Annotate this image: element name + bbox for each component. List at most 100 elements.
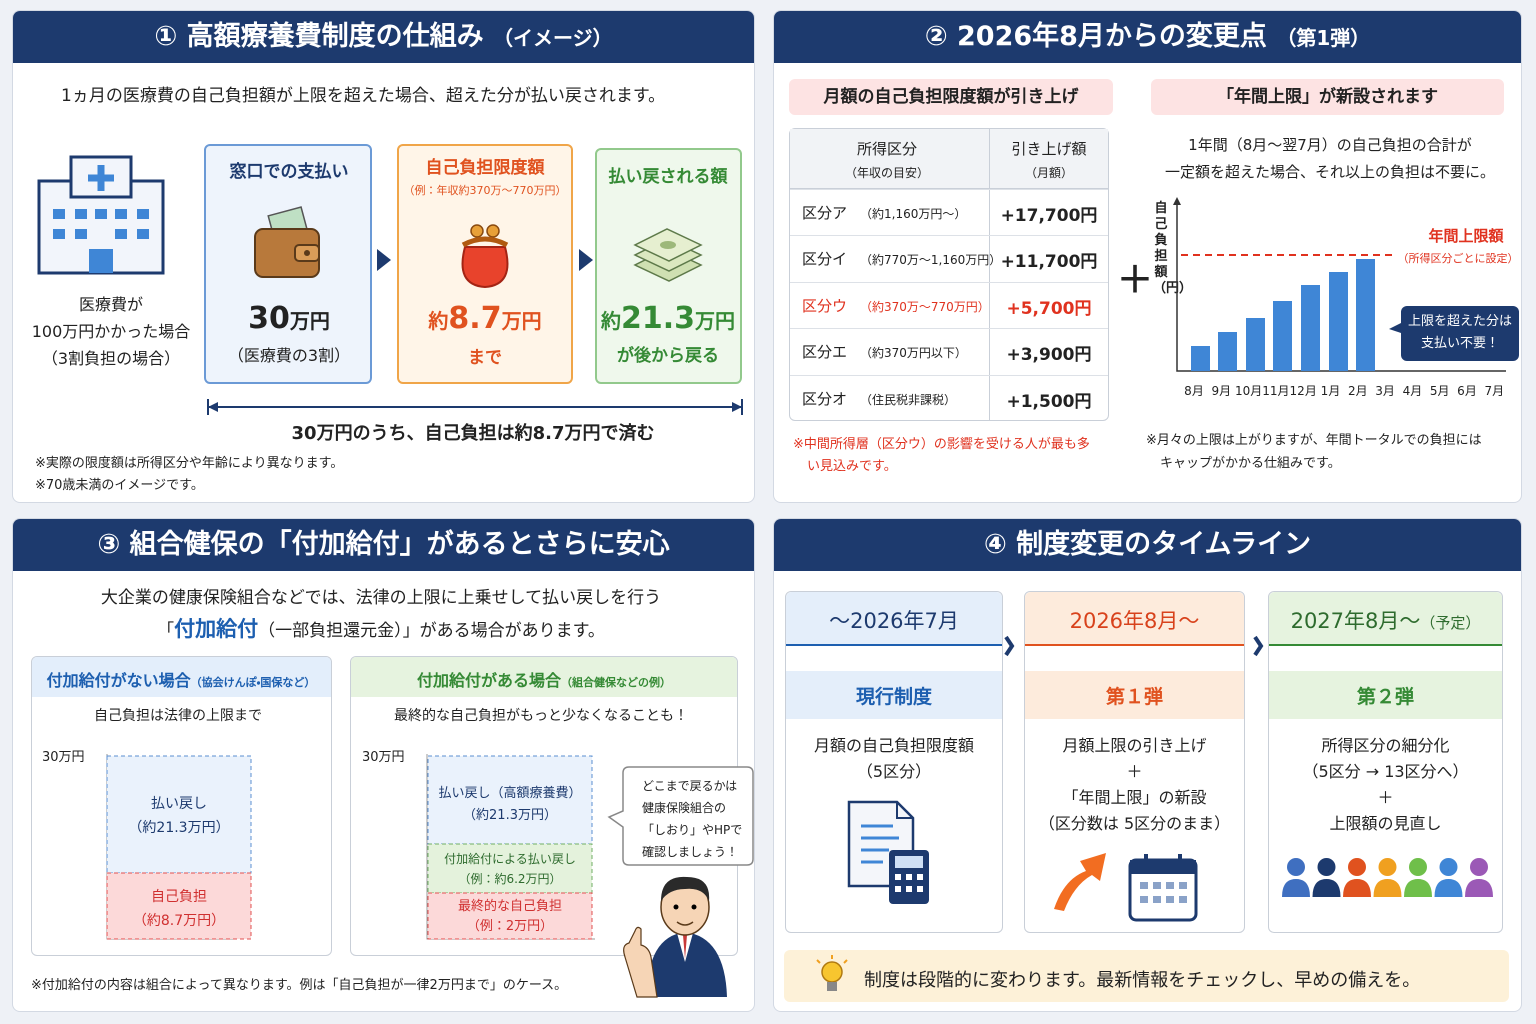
lead: 「付加給付（一部負担還元金）」がある場合があります。 [157, 613, 605, 643]
callout-text: 上限を超えた分は 支払い不要！ [1408, 311, 1512, 355]
period-band [786, 592, 1002, 646]
icon-shape [691, 904, 697, 910]
box-sub: （例：年収約370万～770万円） [403, 184, 567, 197]
segment-label: 払い戻し （約21.3万円） [128, 792, 229, 840]
icon-shape [461, 246, 509, 289]
heading-text: 付加給付がない場合 [46, 671, 191, 690]
icon-shape [115, 209, 127, 219]
icon-shape [53, 229, 65, 239]
label-line: （例：2万円） [466, 919, 554, 934]
row-range: （住民税非課税） [860, 392, 957, 407]
limit-sub: （所得区分ごとに設定） [1397, 252, 1519, 265]
stage-desc: ＋ [1377, 788, 1394, 807]
row-increase: +3,900円 [1006, 345, 1092, 366]
purse-icon [461, 224, 509, 289]
header-text: 引き上げ額 [1011, 140, 1087, 158]
label-line: （約8.7万円） [132, 913, 226, 929]
bubble-line: 健康保険組合の [642, 801, 727, 815]
icon-shape [660, 241, 676, 249]
row-name: 区分オ [802, 389, 848, 408]
timeline-decor [847, 635, 1493, 922]
amount-unit: 万円 [289, 309, 330, 333]
amount-unit: 万円 [695, 309, 736, 333]
row-range: （約1,160万円～） [860, 207, 967, 221]
icon-shape [1130, 860, 1196, 874]
span-bracket [207, 399, 743, 415]
stage-band [1269, 671, 1502, 719]
icon-shape [1246, 318, 1265, 371]
header-text: 所得区分 [856, 140, 918, 158]
bars [1191, 259, 1375, 371]
icon-shape [470, 224, 484, 238]
icon-shape [623, 926, 658, 998]
label-line: （約21.3万円） [128, 820, 230, 836]
stage-band [786, 671, 1002, 719]
icon-shape [137, 229, 149, 239]
period-text: ～2026年7月 [829, 609, 959, 633]
icon-shape [1179, 882, 1187, 889]
axis [1176, 201, 1506, 372]
month-label: 2月 [1347, 384, 1368, 398]
icon-shape [896, 802, 913, 819]
icon-shape [1343, 879, 1371, 897]
hospital-icon [37, 155, 165, 275]
label-line: 最終的な自己負担 [457, 899, 563, 914]
card-with [350, 656, 738, 956]
period-band [1025, 592, 1244, 646]
icon-shape [1287, 858, 1305, 876]
icon-shape [88, 165, 114, 191]
icon-shape [847, 800, 929, 904]
footnote: ※実際の限度額は所得区分や年齢により異なります。 [35, 456, 344, 471]
header-sub: （月額） [1024, 166, 1074, 180]
box-heading: 自己負担限度額 [425, 158, 545, 178]
box-heading: 払い戻される額 [608, 167, 728, 187]
icon-shape [1356, 259, 1375, 371]
icon-shape [1153, 896, 1161, 903]
icon-shape [377, 249, 391, 271]
period-band [1269, 592, 1502, 646]
heading-note: （組合健保などの例） [561, 676, 672, 689]
lead-part: 「 [157, 621, 175, 641]
period: 2026年8月～ [1024, 605, 1245, 635]
icon-shape [1282, 879, 1310, 897]
icon-shape [607, 766, 754, 866]
bulb-icon [816, 955, 848, 991]
lead: 1ヵ月の医療費の自己負担額が上限を超えた場合、超えた分が払い戻されます。 [61, 86, 666, 106]
callout-line: 支払い不要！ [1420, 336, 1500, 351]
card-header [32, 657, 331, 697]
period-note: （予定） [1420, 614, 1481, 632]
box-amount: 約8.7万円 [428, 301, 541, 336]
icon-shape [75, 209, 87, 219]
icon-shape [1317, 858, 1336, 876]
icon-shape [906, 874, 912, 880]
card-header [351, 657, 737, 697]
tip-bar [784, 950, 1509, 1002]
icon-shape [917, 886, 923, 892]
box-note: が後から戻る [617, 346, 719, 366]
box-note: （医療費の3割） [227, 346, 351, 365]
amount-unit: 万円 [501, 309, 542, 333]
icon-shape [461, 236, 509, 248]
label-line: 付加給付による払い戻し [444, 852, 576, 866]
caption-line: 100万円かかった場合 [31, 322, 191, 341]
chart-note: ※月々の上限は上がりますが、年間トータルでの負担には キャップがかかる仕組みです。 [1146, 429, 1482, 475]
segment-label: 付加給付による払い戻し （例：約6.2万円） [444, 849, 576, 889]
axis-label: 30万円 [42, 750, 85, 765]
stage-desc: 月額の自己負担限度額 [813, 736, 974, 755]
icon-shape [1348, 858, 1366, 876]
flow-arrow [377, 249, 391, 271]
row-range: （約370万円以下） [860, 346, 967, 361]
annual-desc: 1年間（8月～翌7月）の自己負担の合計が 一定額を超えた場合、それ以上の負担は不要… [1165, 132, 1495, 186]
row-increase: +5,700円 [1006, 298, 1092, 319]
advisor-illustration [607, 766, 754, 998]
stage-name: 第１弾 [1105, 686, 1163, 708]
segment-label: 払い戻し（高額療養費） （約21.3万円） [438, 783, 581, 827]
panel-timeline: ④ 制度変更のタイムライン ～2026年7月 現行制度 月額の自己負担限度額 （5区分… [773, 518, 1522, 1012]
amount-number: 30 [248, 301, 290, 336]
row-line [790, 235, 1108, 237]
row-line [790, 281, 1108, 283]
icon-shape [137, 209, 149, 219]
icon-shape [1312, 879, 1341, 897]
panel-title: ③ 組合健保の「付加給付」があるとさらに安心 [13, 519, 754, 571]
